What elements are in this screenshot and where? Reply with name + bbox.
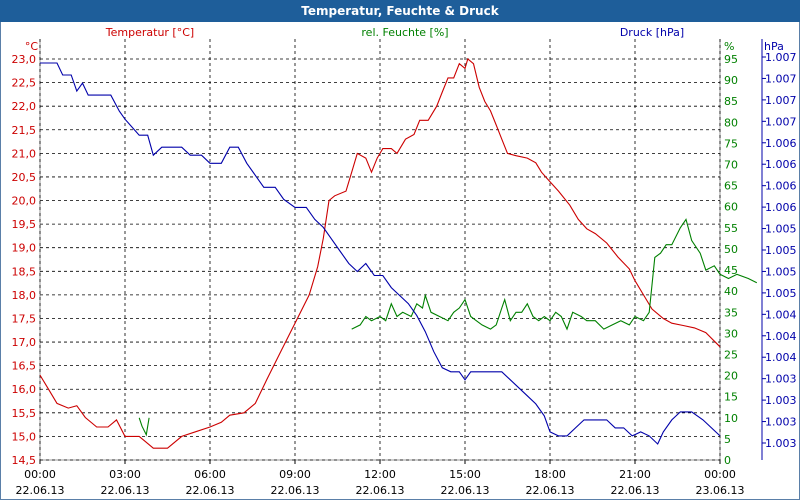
- pressure-unit: hPa: [764, 40, 784, 53]
- pressure-tick: 1.006: [765, 137, 797, 150]
- temperature-tick: 21,0: [12, 147, 37, 160]
- x-tick-date: 22.06.13: [16, 484, 65, 497]
- pressure-tick: 1.007: [765, 115, 797, 128]
- humidity-tick: 30: [724, 327, 738, 340]
- pressure-tick: 1.006: [765, 180, 797, 193]
- humidity-tick: 0: [724, 454, 731, 467]
- x-tick-time: 12:00: [364, 468, 396, 481]
- temperature-tick: 15,5: [12, 407, 37, 420]
- temperature-tick: 19,5: [12, 218, 37, 231]
- x-tick-time: 03:00: [109, 468, 141, 481]
- temperature-tick: 17,5: [12, 312, 37, 325]
- humidity-series-line: [351, 218, 758, 331]
- x-tick-time: 15:00: [449, 468, 481, 481]
- pressure-tick: 1.005: [765, 287, 797, 300]
- x-tick-date: 23.06.13: [696, 484, 745, 497]
- temperature-tick: 14,5: [12, 454, 37, 467]
- x-tick-time: 00:00: [704, 468, 736, 481]
- x-tick-date: 22.06.13: [356, 484, 405, 497]
- pressure-tick: 1.004: [765, 308, 797, 321]
- pressure-tick: 1.007: [765, 72, 797, 85]
- humidity-tick: 95: [724, 53, 738, 66]
- temperature-unit: °C: [25, 40, 39, 53]
- pressure-series-line: [40, 62, 721, 445]
- humidity-tick: 50: [724, 243, 738, 256]
- x-tick-date: 22.06.13: [611, 484, 660, 497]
- pressure-tick: 1.006: [765, 201, 797, 214]
- humidity-tick: 10: [724, 412, 738, 425]
- humidity-tick: 20: [724, 370, 738, 383]
- temperature-tick: 22,5: [12, 77, 37, 90]
- x-tick-time: 06:00: [194, 468, 226, 481]
- temperature-axis-label: Temperatur [°C]: [105, 26, 194, 39]
- temperature-tick: 19,0: [12, 242, 37, 255]
- humidity-axis-label: rel. Feuchte [%]: [361, 26, 448, 39]
- pressure-tick: 1.005: [765, 223, 797, 236]
- pressure-axis-label: Druck [hPa]: [620, 26, 684, 39]
- chart-title: Temperatur, Feuchte & Druck: [0, 0, 800, 22]
- x-tick-date: 22.06.13: [271, 484, 320, 497]
- humidity-tick: 15: [724, 391, 738, 404]
- humidity-tick: 85: [724, 95, 738, 108]
- humidity-series-line: [138, 417, 150, 437]
- temperature-tick: 16,5: [12, 360, 37, 373]
- pressure-tick: 1.004: [765, 351, 797, 364]
- pressure-tick: 1.006: [765, 158, 797, 171]
- humidity-tick: 35: [724, 306, 738, 319]
- humidity-tick: 25: [724, 348, 738, 361]
- humidity-tick: 75: [724, 137, 738, 150]
- x-tick-date: 22.06.13: [526, 484, 575, 497]
- pressure-tick: 1.003: [765, 394, 797, 407]
- humidity-tick: 55: [724, 222, 738, 235]
- humidity-unit: %: [724, 40, 734, 53]
- humidity-tick: 70: [724, 159, 738, 172]
- humidity-tick: 65: [724, 180, 738, 193]
- x-tick-date: 22.06.13: [186, 484, 235, 497]
- x-tick-time: 21:00: [619, 468, 651, 481]
- axis-labels: 00:00 22.06.13 03:00 22.06.13 06:00 22.06.13 0…: [12, 26, 797, 497]
- temperature-tick: 15,0: [12, 430, 37, 443]
- humidity-tick: 80: [724, 116, 738, 129]
- temperature-tick: 23,0: [12, 53, 37, 66]
- grid: [39, 39, 766, 464]
- pressure-tick: 1.005: [765, 265, 797, 278]
- temperature-tick: 18,0: [12, 289, 37, 302]
- humidity-tick: 60: [724, 201, 738, 214]
- temperature-tick: 20,0: [12, 195, 37, 208]
- humidity-tick: 90: [724, 74, 738, 87]
- pressure-tick: 1.004: [765, 330, 797, 343]
- pressure-tick: 1.007: [765, 51, 797, 64]
- x-tick-time: 00:00: [24, 468, 56, 481]
- temperature-tick: 21,5: [12, 124, 37, 137]
- humidity-tick: 40: [724, 285, 738, 298]
- pressure-tick: 1.003: [765, 373, 797, 386]
- temperature-tick: 18,5: [12, 265, 37, 278]
- pressure-tick: 1.003: [765, 416, 797, 429]
- temperature-tick: 17,0: [12, 336, 37, 349]
- temperature-tick: 20,5: [12, 171, 37, 184]
- humidity-tick: 45: [724, 264, 738, 277]
- x-tick-date: 22.06.13: [101, 484, 150, 497]
- temperature-tick: 16,0: [12, 383, 37, 396]
- plot-area: [39, 58, 758, 449]
- temperature-series-line: [39, 58, 721, 449]
- pressure-tick: 1.007: [765, 94, 797, 107]
- temperature-tick: 22,0: [12, 100, 37, 113]
- x-tick-date: 22.06.13: [441, 484, 490, 497]
- humidity-tick: 5: [724, 433, 731, 446]
- pressure-tick: 1.003: [765, 437, 797, 450]
- x-tick-time: 18:00: [534, 468, 566, 481]
- pressure-tick: 1.005: [765, 244, 797, 257]
- x-tick-time: 09:00: [279, 468, 311, 481]
